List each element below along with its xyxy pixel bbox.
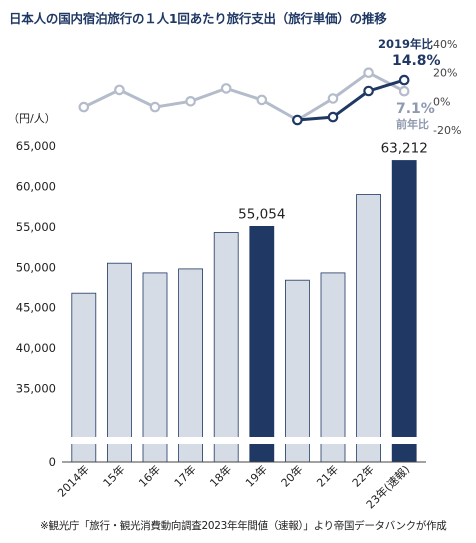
series-point-0 bbox=[327, 93, 339, 104]
x-tick-label: 18年 bbox=[207, 462, 235, 490]
right-axis-tick-label: 20% bbox=[433, 67, 457, 80]
bar-2 bbox=[142, 272, 168, 463]
series-point-0 bbox=[220, 83, 232, 94]
series-point-0 bbox=[185, 96, 196, 107]
bar-chart: 55,054 63,212 bbox=[62, 141, 428, 463]
x-tick-label: 19年 bbox=[242, 462, 270, 490]
x-tick-label: 20年 bbox=[278, 462, 306, 490]
y-tick-label: 45,000 bbox=[16, 301, 56, 315]
right-axis-tick-label: -20% bbox=[433, 124, 461, 137]
series-line-1 bbox=[297, 78, 405, 122]
bar-5 bbox=[249, 225, 275, 463]
series-point-0 bbox=[78, 101, 90, 113]
bar-0 bbox=[71, 292, 97, 463]
y-tick-label: 40,000 bbox=[16, 341, 56, 355]
annotation-value-2019: 14.8% bbox=[392, 53, 441, 69]
bar-9 bbox=[391, 160, 417, 463]
x-tick-label: 17年 bbox=[171, 462, 199, 490]
axis-break-band bbox=[62, 437, 426, 444]
x-tick-label: 2014年 bbox=[54, 462, 91, 499]
bar-data-label: 63,212 bbox=[381, 141, 428, 157]
x-tick-label: 22年 bbox=[349, 462, 377, 490]
series-point-1 bbox=[327, 111, 339, 123]
right-axis-tick-label: 0% bbox=[433, 95, 450, 108]
y-tick-label: 60,000 bbox=[16, 179, 56, 193]
series-point-1 bbox=[292, 114, 303, 126]
y-axis-label: （円/人） bbox=[8, 112, 56, 125]
x-tick-label: 15年 bbox=[100, 462, 128, 490]
bar-3 bbox=[178, 268, 204, 463]
bar-6 bbox=[284, 279, 310, 463]
annotation-label-yoy: 前年比 bbox=[396, 117, 429, 131]
series-point-0 bbox=[114, 84, 125, 96]
bar-4 bbox=[213, 232, 239, 463]
right-axis-tick-label: 40% bbox=[433, 38, 457, 51]
annotation-label-2019: 2019年比 bbox=[378, 37, 434, 51]
chart-title: 日本人の国内宿泊旅行の１人1回あたり旅行支出（旅行単価）の推移 bbox=[9, 11, 387, 26]
annotation-value-yoy: 7.1% bbox=[396, 101, 435, 117]
series-point-0 bbox=[398, 85, 410, 97]
y-tick-label: 50,000 bbox=[16, 260, 56, 274]
series-point-0 bbox=[256, 94, 268, 106]
series-line-0 bbox=[83, 71, 405, 122]
line-chart: 40% 20% 0% -20% 2019年比 14.8% 7.1%前年比 bbox=[78, 37, 461, 137]
bar-1 bbox=[107, 262, 132, 463]
series-point-1 bbox=[363, 85, 374, 97]
bar-data-label: 55,054 bbox=[238, 206, 285, 222]
x-tick-label: 16年 bbox=[136, 462, 164, 490]
x-tick-label: 21年 bbox=[314, 462, 342, 490]
y-tick-label: 0 bbox=[49, 455, 56, 469]
bar-7 bbox=[320, 272, 346, 463]
series-point-0 bbox=[149, 101, 161, 113]
bar-8 bbox=[356, 194, 382, 463]
y-tick-label: 55,000 bbox=[16, 220, 56, 234]
source-footnote: ※観光庁「旅行・観光消費動向調査2023年年間値（速報）」より帝国データバンクが… bbox=[40, 520, 447, 532]
series-point-0 bbox=[363, 67, 374, 78]
y-tick-label: 35,000 bbox=[16, 382, 56, 396]
series-point-1 bbox=[398, 74, 410, 86]
y-tick-label: 65,000 bbox=[16, 139, 56, 153]
